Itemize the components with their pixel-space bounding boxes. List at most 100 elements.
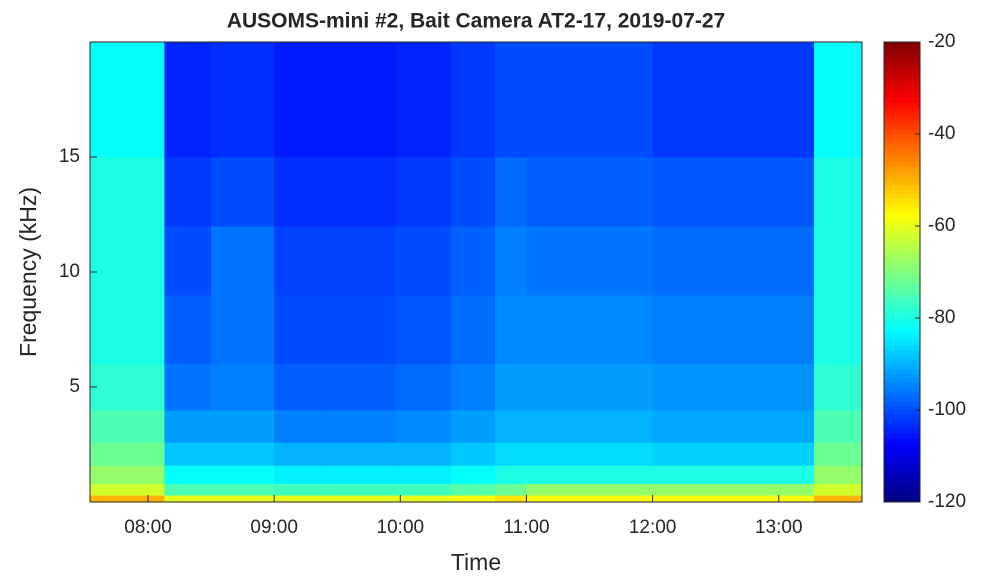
heatmap-cell	[526, 465, 654, 485]
heatmap-cell	[211, 226, 275, 296]
heatmap-cell	[274, 465, 326, 485]
heatmap-cell	[396, 465, 452, 485]
heatmap-cell	[494, 42, 527, 158]
heatmap-cell	[324, 364, 398, 411]
heatmap-cell	[396, 295, 452, 365]
colorbar-swatch	[884, 221, 920, 227]
colorbar-swatch	[884, 115, 920, 121]
colorbar-swatch	[884, 359, 920, 365]
colorbar-swatch	[884, 313, 920, 319]
heatmap-cell	[164, 465, 212, 485]
heatmap-cell	[90, 483, 165, 496]
heatmap-cell	[274, 226, 326, 296]
colorbar-swatch	[884, 492, 920, 498]
colorbar-swatch	[884, 249, 920, 255]
colorbar-swatch	[884, 322, 920, 328]
colorbar-swatch	[884, 456, 920, 462]
colorbar-swatch	[884, 207, 920, 213]
heatmap-cell	[274, 42, 326, 158]
colorbar-swatch	[884, 336, 920, 342]
colorbar-tick-label: -120	[928, 491, 966, 512]
heatmap-cell	[494, 364, 527, 411]
colorbar-swatch	[884, 175, 920, 181]
colorbar-swatch	[884, 368, 920, 374]
heatmap-cell	[450, 42, 496, 158]
colorbar-swatch	[884, 488, 920, 494]
heatmap-cell	[396, 410, 452, 443]
heatmap-cell	[324, 42, 398, 158]
x-tick-label: 13:00	[755, 517, 803, 538]
colorbar-swatch	[884, 92, 920, 98]
heatmap-cell	[494, 410, 527, 443]
colorbar-swatch	[884, 405, 920, 411]
colorbar-swatch	[884, 88, 920, 94]
y-tick-label: 10	[59, 261, 80, 282]
heatmap-cell	[652, 410, 815, 443]
heatmap-cell	[450, 495, 496, 503]
colorbar-swatch	[884, 216, 920, 222]
y-tick-label: 15	[59, 146, 80, 167]
colorbar-swatch	[884, 276, 920, 282]
heatmap-cell	[164, 410, 212, 443]
heatmap-cell	[324, 442, 398, 466]
colorbar-swatch	[884, 350, 920, 356]
colorbar-swatch	[884, 120, 920, 126]
colorbar-tick-label: -40	[928, 123, 955, 144]
heatmap-cell	[450, 483, 496, 496]
heatmap-cell	[450, 226, 496, 296]
colorbar-swatch	[884, 345, 920, 351]
heatmap-cell	[814, 226, 863, 296]
colorbar-swatch	[884, 400, 920, 406]
colorbar-frame	[883, 41, 921, 503]
colorbar-swatch	[884, 304, 920, 310]
colorbar-swatch	[884, 203, 920, 209]
heatmap-cell	[814, 495, 863, 503]
heatmap-cell	[814, 295, 863, 365]
heatmap-cell	[211, 42, 275, 158]
colorbar-swatch	[884, 267, 920, 273]
heatmap-cell	[526, 410, 654, 443]
heatmap-cell	[90, 364, 165, 411]
colorbar-tick-label: -60	[928, 215, 955, 236]
colorbar-tick-label: -20	[928, 31, 955, 52]
heatmap-cell	[526, 295, 654, 365]
colorbar-swatch	[884, 483, 920, 489]
heatmap-cell	[90, 410, 165, 443]
colorbar-swatch	[884, 180, 920, 186]
heatmap-cell	[450, 364, 496, 411]
colorbar-swatch	[884, 479, 920, 485]
y-tick-label: 5	[69, 376, 80, 397]
colorbar-swatch	[884, 299, 920, 305]
heatmap-cell	[526, 483, 654, 496]
heatmap-cell	[450, 410, 496, 443]
heatmap-cell	[814, 410, 863, 443]
x-tick-label: 12:00	[629, 517, 677, 538]
colorbar-swatch	[884, 106, 920, 112]
heatmap-cell	[652, 495, 815, 503]
colorbar-swatch	[884, 152, 920, 158]
colorbar-swatch	[884, 134, 920, 140]
colorbar-swatch	[884, 78, 920, 84]
heatmap-cell	[90, 295, 165, 365]
heatmap-cell	[164, 483, 212, 496]
heatmap-cell	[494, 295, 527, 365]
colorbar-swatch	[884, 147, 920, 153]
colorbar-swatch	[884, 51, 920, 57]
heatmap-cell	[90, 465, 165, 485]
heatmap-cell	[324, 465, 398, 485]
heatmap-cell	[814, 42, 863, 158]
heatmap-cell	[652, 226, 815, 296]
colorbar-swatch	[884, 469, 920, 475]
x-tick-label: 08:00	[124, 517, 172, 538]
x-tick-label: 10:00	[377, 517, 425, 538]
colorbar-swatch	[884, 244, 920, 250]
colorbar-swatch	[884, 391, 920, 397]
heatmap-cell	[211, 465, 275, 485]
heatmap-cell	[274, 410, 326, 443]
heatmap-cell	[274, 483, 326, 496]
colorbar-swatch	[884, 460, 920, 466]
heatmap-cell	[450, 465, 496, 485]
colorbar-swatch	[884, 55, 920, 61]
colorbar-swatch	[884, 166, 920, 172]
